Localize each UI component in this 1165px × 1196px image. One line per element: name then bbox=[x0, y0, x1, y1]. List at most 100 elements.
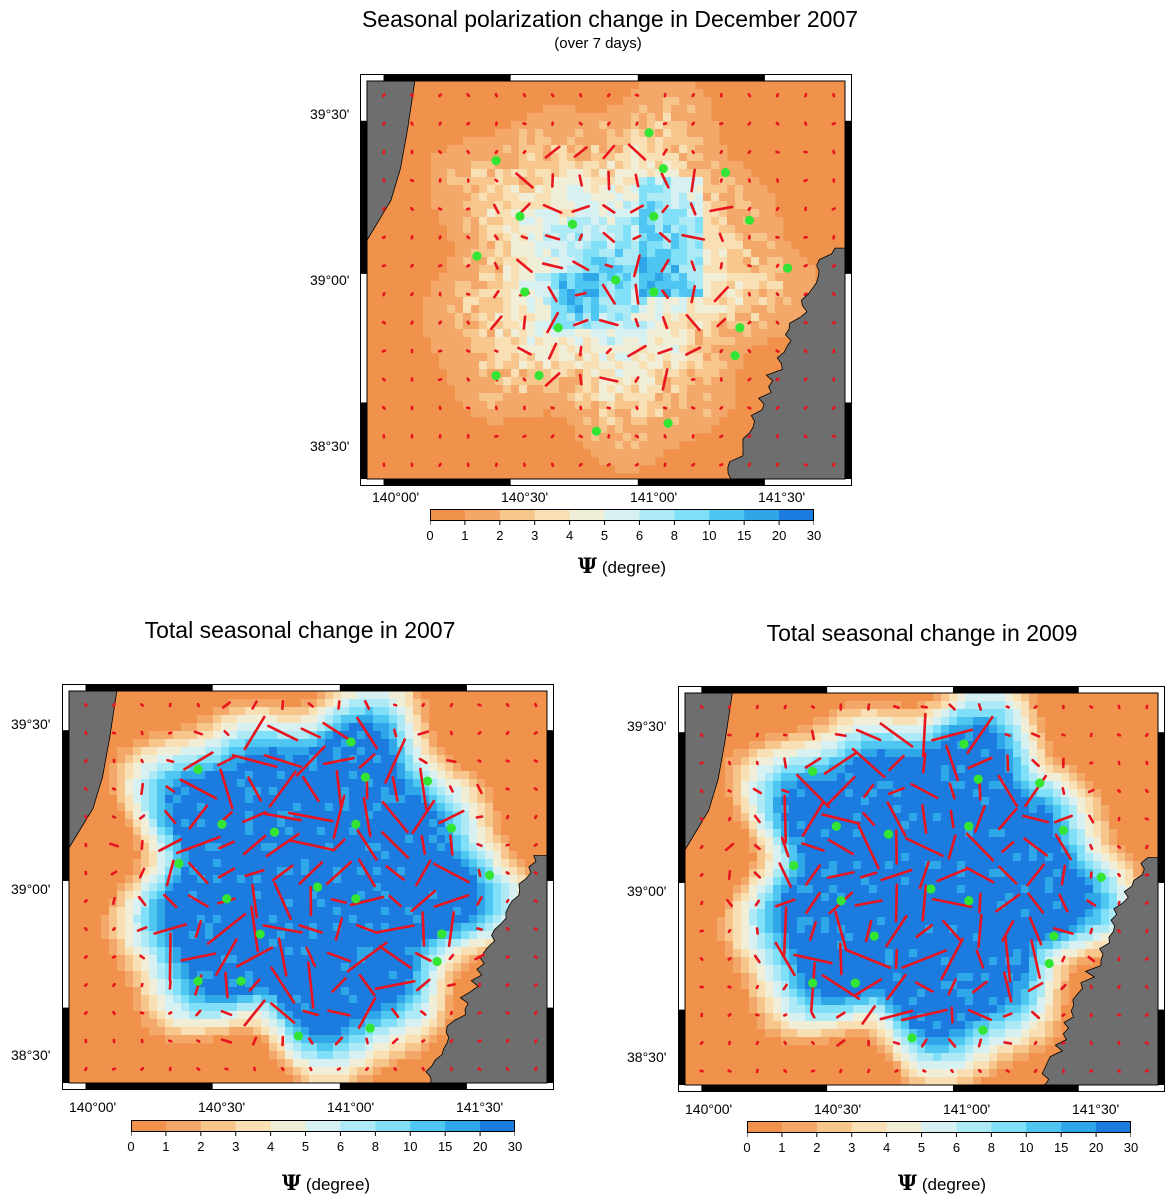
polarization-stick bbox=[810, 1069, 816, 1073]
polarization-stick bbox=[140, 758, 144, 764]
polarization-stick bbox=[978, 781, 982, 801]
polarization-stick bbox=[506, 814, 510, 820]
polarization-stick bbox=[602, 231, 616, 243]
polarization-stick bbox=[140, 703, 145, 707]
station-icon bbox=[850, 978, 860, 988]
polarization-stick bbox=[900, 1008, 948, 1022]
station-icon bbox=[808, 766, 818, 776]
colorbar-tick-label: 0 bbox=[426, 528, 434, 543]
polarization-stick bbox=[362, 797, 372, 837]
polarization-stick bbox=[83, 786, 88, 792]
polarization-stick bbox=[727, 760, 732, 766]
polarization-stick bbox=[349, 895, 385, 907]
polarization-stick bbox=[887, 786, 906, 796]
polarization-stick bbox=[224, 971, 229, 999]
polarization-stick bbox=[727, 816, 732, 822]
polarization-stick bbox=[775, 292, 780, 297]
polarization-stick bbox=[466, 320, 471, 325]
polarization-stick bbox=[421, 911, 426, 947]
polarization-stick bbox=[300, 727, 322, 739]
polarization-stick bbox=[356, 716, 379, 750]
polarization-stick bbox=[1144, 1069, 1150, 1073]
station-icon bbox=[808, 978, 818, 988]
station-icon bbox=[269, 827, 280, 837]
polarization-stick bbox=[747, 291, 751, 297]
polarization-stick bbox=[476, 896, 483, 906]
polarization-stick bbox=[494, 149, 499, 155]
polarization-stick bbox=[857, 824, 880, 870]
polarization-stick bbox=[719, 262, 724, 270]
colorbar-tick-label: 6 bbox=[635, 528, 644, 543]
polarization-stick bbox=[308, 1037, 314, 1045]
station-icon bbox=[432, 956, 442, 967]
polarization-stick bbox=[305, 946, 317, 968]
polarization-stick bbox=[572, 260, 590, 272]
polarization-stick bbox=[1145, 984, 1149, 990]
polarization-stick bbox=[920, 705, 928, 709]
station-icon bbox=[720, 167, 731, 178]
polarization-stick bbox=[251, 700, 258, 710]
polarization-stick bbox=[332, 838, 346, 852]
colorbar-label-top: Ψ (degree) bbox=[578, 553, 666, 578]
polarization-stick bbox=[601, 283, 616, 305]
polarization-stick bbox=[224, 1067, 229, 1071]
unit-label: (degree) bbox=[305, 1175, 371, 1194]
polarization-stick bbox=[716, 317, 727, 328]
polarization-stick bbox=[880, 868, 913, 882]
polarization-stick bbox=[330, 898, 348, 904]
polarization-stick bbox=[634, 376, 640, 383]
station-icon bbox=[491, 370, 501, 381]
polarization-stick bbox=[660, 172, 670, 189]
lon-label-140-30: 140°30' bbox=[501, 489, 549, 505]
polarization-stick bbox=[334, 1036, 344, 1046]
station-icon bbox=[1044, 958, 1054, 969]
colorbar-swatch bbox=[445, 1120, 481, 1132]
station-icon bbox=[360, 772, 370, 782]
polarization-stick bbox=[804, 864, 822, 886]
polarization-stick bbox=[287, 811, 334, 823]
station-icon bbox=[836, 896, 846, 906]
colorbar-tick-label: 5 bbox=[917, 1140, 926, 1155]
station-icon bbox=[649, 211, 659, 221]
polarization-stick bbox=[747, 206, 752, 212]
polarization-stick bbox=[572, 318, 589, 327]
polarization-stick bbox=[901, 949, 948, 969]
polarization-stick bbox=[713, 286, 729, 303]
polarization-stick bbox=[449, 730, 453, 736]
polarization-stick bbox=[599, 376, 619, 383]
lon-label-141-30: 141°30' bbox=[758, 489, 806, 505]
polarization-stick bbox=[945, 744, 960, 782]
polarization-stick bbox=[414, 952, 432, 962]
polarization-stick bbox=[879, 1009, 914, 1021]
polarization-stick bbox=[747, 377, 752, 382]
polarization-stick bbox=[381, 235, 387, 240]
polarization-stick bbox=[381, 320, 387, 325]
polarization-stick bbox=[180, 952, 217, 962]
polarization-stick bbox=[165, 785, 176, 793]
polarization-stick bbox=[522, 434, 527, 439]
polarization-stick bbox=[544, 372, 561, 387]
polarization-stick bbox=[578, 373, 583, 386]
colorbar-swatches bbox=[130, 1120, 516, 1136]
polarization-stick bbox=[505, 1066, 510, 1072]
polarization-stick bbox=[194, 919, 203, 939]
polarization-stick bbox=[995, 893, 1021, 913]
polarization-stick bbox=[727, 928, 732, 934]
polarization-stick bbox=[438, 150, 443, 155]
polarization-stick bbox=[1022, 814, 1050, 824]
polarization-stick bbox=[112, 896, 116, 906]
colorbar-swatch bbox=[886, 1121, 923, 1133]
polarization-stick bbox=[662, 148, 668, 156]
polarization-stick bbox=[465, 292, 471, 296]
colorbar-tick-label: 4 bbox=[883, 1140, 891, 1155]
polarization-stick bbox=[522, 377, 527, 382]
polarization-stick bbox=[476, 842, 483, 848]
polarization-stick bbox=[634, 462, 640, 467]
polarization-stick bbox=[335, 770, 343, 808]
polarization-stick bbox=[892, 704, 900, 710]
station-icon bbox=[907, 1033, 917, 1043]
polarization-stick bbox=[505, 983, 510, 987]
polarization-stick bbox=[1030, 732, 1041, 738]
polarization-stick bbox=[448, 785, 454, 793]
colorbar-swatch bbox=[340, 1120, 376, 1132]
